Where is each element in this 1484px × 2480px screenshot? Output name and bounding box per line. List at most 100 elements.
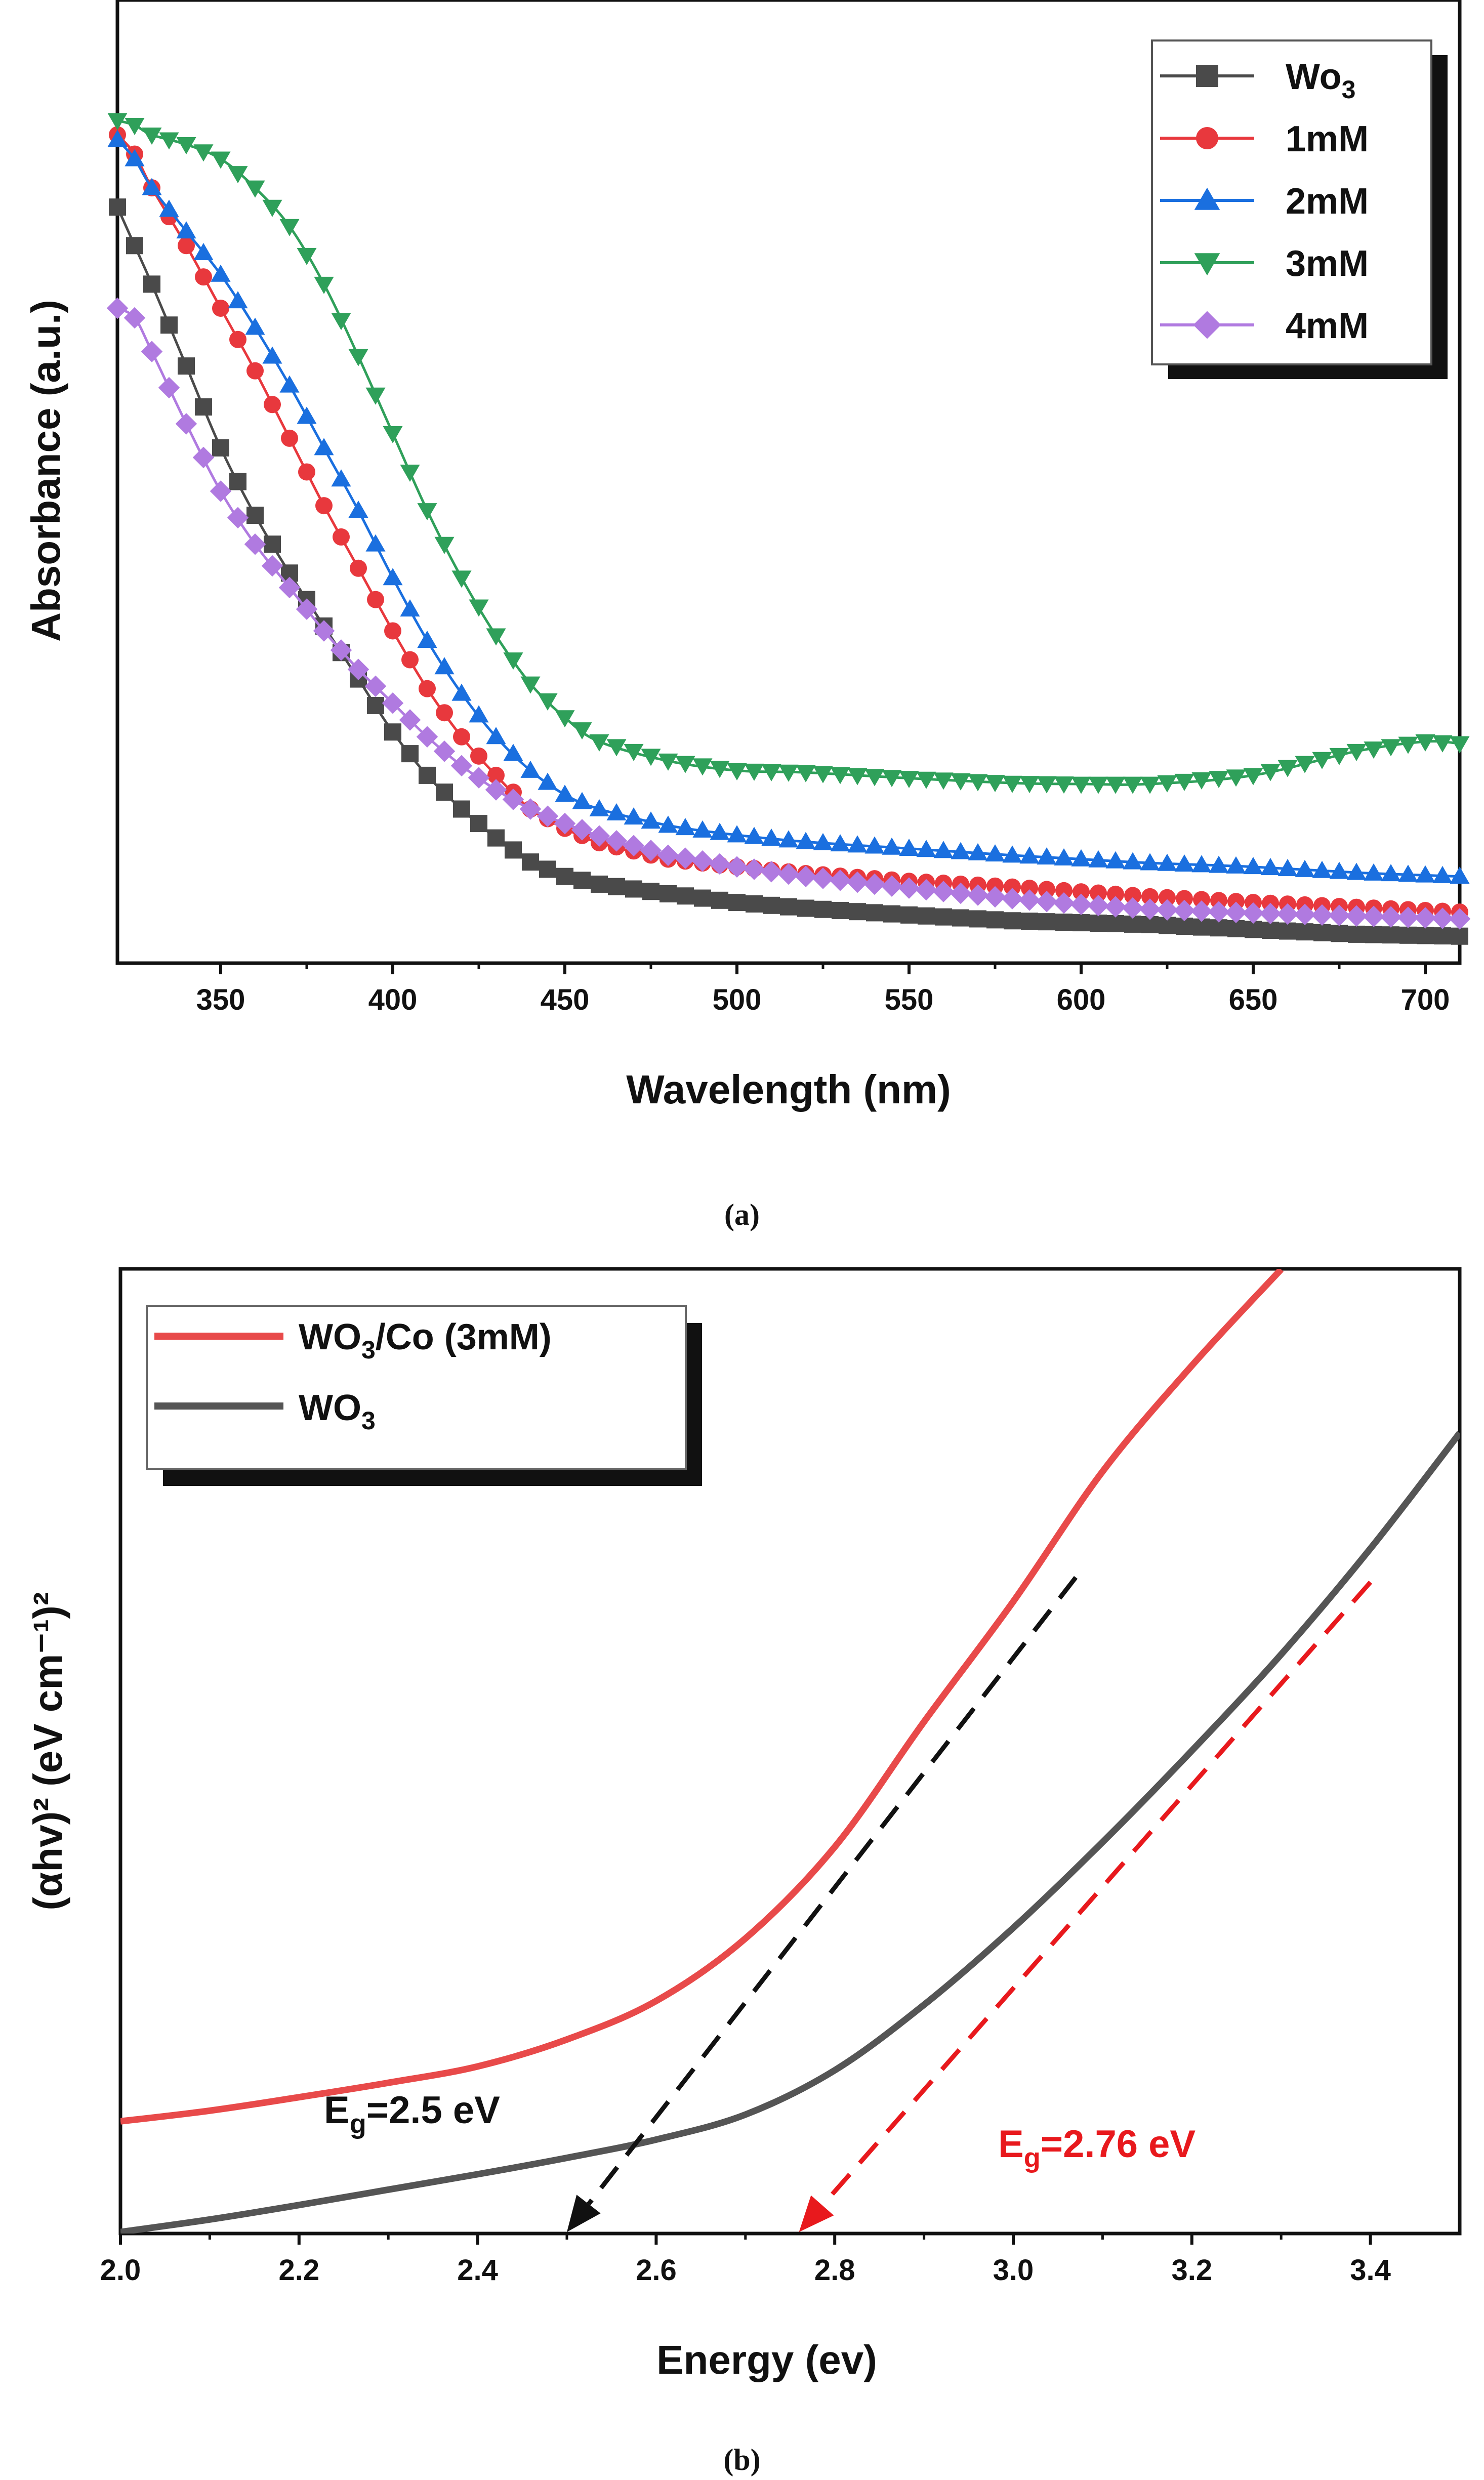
data-point-wo3 bbox=[1073, 914, 1090, 932]
series-line-bandBlack bbox=[120, 1431, 1460, 2234]
data-point-c2mM bbox=[331, 469, 351, 487]
data-point-c3mM bbox=[503, 652, 523, 670]
data-point-wo3 bbox=[1399, 926, 1417, 944]
data-point-c1mM bbox=[470, 747, 487, 765]
data-point-c1mM bbox=[315, 497, 333, 515]
data-point-c2mM bbox=[211, 264, 231, 282]
data-point-c1mM bbox=[401, 651, 419, 669]
data-point-c3mM bbox=[1398, 736, 1418, 754]
panel-b-bandgap-chart: 2.0 2.2 2.4 2.6 2.8 3.0 3.2 3.4 Energy (ev) (αh… bbox=[25, 1267, 1462, 2476]
data-point-c2mM bbox=[1260, 858, 1281, 876]
data-point-c4mM bbox=[1122, 897, 1144, 919]
data-point-c1mM bbox=[367, 591, 384, 608]
annotation-eg-wo3co: Eg=2.5 eV bbox=[324, 2089, 500, 2139]
data-point-c2mM bbox=[796, 832, 816, 849]
data-point-wo3 bbox=[109, 198, 126, 216]
data-point-c2mM bbox=[572, 792, 592, 809]
data-point-c2mM bbox=[417, 630, 437, 648]
data-point-c3mM bbox=[606, 739, 627, 757]
data-point-c4mM bbox=[984, 886, 1006, 908]
data-point-c2mM bbox=[1019, 846, 1040, 864]
data-point-c4mM bbox=[1225, 901, 1247, 924]
data-point-c3mM bbox=[761, 764, 781, 781]
data-point-c2mM bbox=[1364, 863, 1384, 881]
data-point-c2mM bbox=[1295, 859, 1315, 877]
annotation-eg-wo3: Eg=2.76 eV bbox=[998, 2123, 1196, 2173]
data-point-c2mM bbox=[641, 811, 661, 829]
data-point-c2mM bbox=[107, 130, 128, 147]
data-point-wo3 bbox=[986, 911, 1004, 929]
data-point-wo3 bbox=[797, 899, 814, 917]
data-point-wo3 bbox=[246, 507, 264, 524]
data-point-c3mM bbox=[1140, 776, 1160, 794]
panel-a-x-tick-label: 350 bbox=[196, 983, 245, 1016]
panel-a-legend-entries: Wo3 1mM 2mM 3mM 4mM bbox=[1160, 57, 1369, 346]
data-point-c4mM bbox=[1414, 907, 1436, 929]
data-point-c3mM bbox=[451, 570, 472, 588]
data-point-c4mM bbox=[829, 870, 851, 891]
panel-b-x-ticks: 2.0 2.2 2.4 2.6 2.8 3.0 3.2 3.4 bbox=[100, 2234, 1391, 2287]
panel-a-x-tick-label: 550 bbox=[885, 983, 934, 1016]
data-point-c4mM bbox=[657, 844, 679, 866]
data-point-wo3 bbox=[367, 696, 384, 714]
data-point-wo3 bbox=[642, 883, 659, 900]
data-point-c3mM bbox=[968, 774, 988, 792]
data-point-c2mM bbox=[142, 178, 162, 195]
data-point-c2mM bbox=[1398, 864, 1418, 882]
data-point-c2mM bbox=[899, 838, 919, 856]
data-point-c1mM bbox=[246, 362, 264, 380]
data-point-c4mM bbox=[175, 413, 197, 435]
data-point-c3mM bbox=[641, 749, 661, 766]
data-point-c4mM bbox=[726, 856, 748, 878]
data-point-c2mM bbox=[503, 743, 523, 761]
data-point-c4mM bbox=[1276, 903, 1299, 925]
data-point-c3mM bbox=[916, 771, 936, 789]
data-point-c1mM bbox=[1193, 891, 1210, 908]
data-point-c3mM bbox=[1450, 736, 1470, 754]
data-point-wo3 bbox=[935, 908, 952, 926]
data-point-c4mM bbox=[1104, 896, 1127, 918]
data-point-c2mM bbox=[830, 834, 850, 852]
data-point-wo3 bbox=[883, 905, 900, 923]
data-point-c4mM bbox=[1173, 899, 1196, 922]
data-point-c4mM bbox=[950, 882, 972, 904]
data-point-c4mM bbox=[777, 863, 800, 885]
data-point-c2mM bbox=[469, 705, 489, 723]
data-point-c2mM bbox=[1277, 858, 1298, 876]
legend-marker-c3mM bbox=[1194, 253, 1220, 276]
data-point-wo3 bbox=[419, 766, 436, 784]
data-point-c1mM bbox=[1141, 888, 1159, 905]
data-point-wo3 bbox=[728, 894, 746, 912]
data-point-c4mM bbox=[898, 877, 920, 899]
data-point-c4mM bbox=[846, 871, 869, 893]
data-point-c1mM bbox=[1124, 887, 1141, 904]
data-point-c2mM bbox=[1381, 864, 1401, 882]
data-point-c4mM bbox=[812, 867, 834, 889]
data-point-c2mM bbox=[365, 534, 386, 552]
data-point-c2mM bbox=[1054, 848, 1074, 866]
data-point-c1mM bbox=[384, 622, 401, 640]
data-point-c3mM bbox=[1088, 776, 1108, 794]
data-point-c4mM bbox=[1363, 905, 1385, 927]
data-point-wo3 bbox=[505, 841, 522, 859]
data-point-c3mM bbox=[400, 465, 420, 482]
panel-a-x-axis-label: Wavelength (nm) bbox=[626, 1067, 951, 1112]
data-point-c4mM bbox=[1397, 906, 1419, 928]
panel-a-x-tick-label: 600 bbox=[1057, 983, 1106, 1016]
data-point-c3mM bbox=[1432, 735, 1453, 753]
data-point-c1mM bbox=[212, 299, 229, 317]
data-point-c1mM bbox=[1176, 890, 1193, 907]
data-point-c1mM bbox=[453, 728, 470, 746]
data-point-c4mM bbox=[863, 873, 886, 895]
data-point-c2mM bbox=[434, 657, 455, 675]
data-point-c1mM bbox=[178, 237, 195, 255]
panel-a-x-tick-label: 450 bbox=[541, 983, 590, 1016]
data-point-c2mM bbox=[159, 199, 179, 217]
data-point-c4mM bbox=[605, 830, 628, 852]
data-point-wo3 bbox=[539, 860, 556, 878]
legend-label-c4mM: 4mM bbox=[1286, 306, 1369, 346]
data-point-c3mM bbox=[933, 772, 954, 790]
data-point-c2mM bbox=[1002, 845, 1022, 863]
data-point-c1mM bbox=[1004, 878, 1021, 896]
data-point-c3mM bbox=[434, 536, 455, 554]
